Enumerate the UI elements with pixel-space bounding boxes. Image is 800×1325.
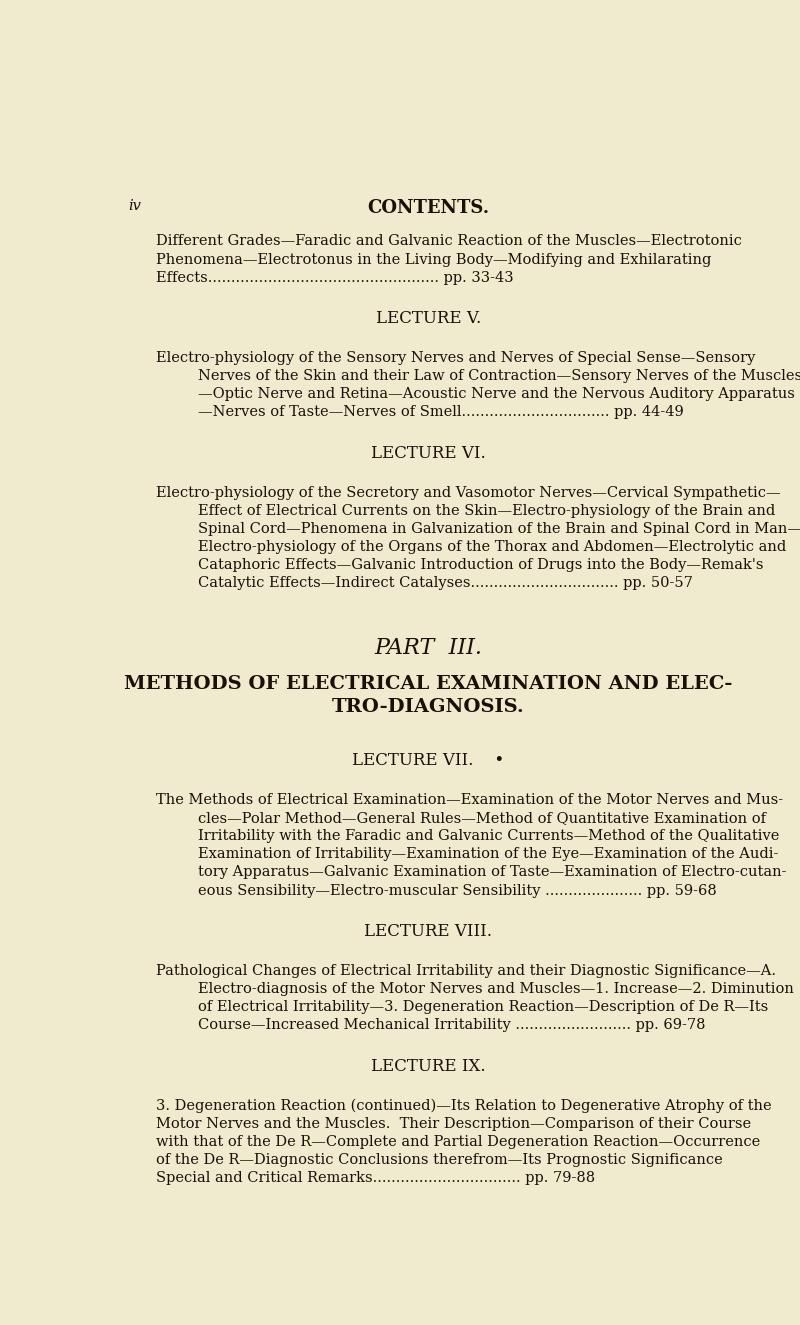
Text: TRO-DIAGNOSIS.: TRO-DIAGNOSIS. (332, 698, 525, 717)
Text: LECTURE VI.: LECTURE VI. (371, 445, 486, 462)
Text: LECTURE VIII.: LECTURE VIII. (364, 924, 492, 941)
Text: CONTENTS.: CONTENTS. (367, 199, 490, 217)
Text: PART  III.: PART III. (374, 637, 482, 659)
Text: Irritability with the Faradic and Galvanic Currents—Method of the Qualitative: Irritability with the Faradic and Galvan… (198, 829, 780, 843)
Text: Motor Nerves and the Muscles.  Their Description—Comparison of their Course: Motor Nerves and the Muscles. Their Desc… (156, 1117, 751, 1130)
Text: LECTURE VII.    •: LECTURE VII. • (352, 753, 504, 770)
Text: METHODS OF ELECTRICAL EXAMINATION AND ELEC-: METHODS OF ELECTRICAL EXAMINATION AND EL… (124, 676, 733, 693)
Text: eous Sensibility—Electro-muscular Sensibility ..................... pp. 59-68: eous Sensibility—Electro-muscular Sensib… (198, 884, 717, 897)
Text: Pathological Changes of Electrical Irritability and their Diagnostic Significanc: Pathological Changes of Electrical Irrit… (156, 965, 776, 978)
Text: Effect of Electrical Currents on the Skin—Electro-physiology of the Brain and: Effect of Electrical Currents on the Ski… (198, 504, 776, 518)
Text: tory Apparatus—Galvanic Examination of Taste—Examination of Electro-cutan-: tory Apparatus—Galvanic Examination of T… (198, 865, 787, 880)
Text: of the De R—Diagnostic Conclusions therefrom—Its Prognostic Significance: of the De R—Diagnostic Conclusions there… (156, 1153, 722, 1167)
Text: Different Grades—Faradic and Galvanic Reaction of the Muscles—Electrotonic: Different Grades—Faradic and Galvanic Re… (156, 235, 742, 249)
Text: Nerves of the Skin and their Law of Contraction—Sensory Nerves of the Muscles: Nerves of the Skin and their Law of Cont… (198, 370, 800, 383)
Text: 3. Degeneration Reaction (continued)—Its Relation to Degenerative Atrophy of the: 3. Degeneration Reaction (continued)—Its… (156, 1098, 771, 1113)
Text: Special and Critical Remarks................................ pp. 79-88: Special and Critical Remarks............… (156, 1171, 595, 1185)
Text: Electro-physiology of the Secretory and Vasomotor Nerves—Cervical Sympathetic—: Electro-physiology of the Secretory and … (156, 486, 781, 500)
Text: The Methods of Electrical Examination—Examination of the Motor Nerves and Mus-: The Methods of Electrical Examination—Ex… (156, 794, 783, 807)
Text: Electro-physiology of the Sensory Nerves and Nerves of Special Sense—Sensory: Electro-physiology of the Sensory Nerves… (156, 351, 755, 366)
Text: Cataphoric Effects—Galvanic Introduction of Drugs into the Body—Remak's: Cataphoric Effects—Galvanic Introduction… (198, 558, 764, 572)
Text: iv: iv (129, 199, 142, 213)
Text: Effects.................................................. pp. 33-43: Effects.................................… (156, 270, 514, 285)
Text: Examination of Irritability—Examination of the Eye—Examination of the Audi-: Examination of Irritability—Examination … (198, 848, 778, 861)
Text: Course—Increased Mechanical Irritability ......................... pp. 69-78: Course—Increased Mechanical Irritability… (198, 1019, 706, 1032)
Text: —Optic Nerve and Retina—Acoustic Nerve and the Nervous Auditory Apparatus: —Optic Nerve and Retina—Acoustic Nerve a… (198, 387, 795, 401)
Text: of Electrical Irritability—3. Degeneration Reaction—Description of De R—Its: of Electrical Irritability—3. Degenerati… (198, 1000, 769, 1014)
Text: with that of the De R—Complete and Partial Degeneration Reaction—Occurrence: with that of the De R—Complete and Parti… (156, 1136, 760, 1149)
Text: LECTURE V.: LECTURE V. (375, 310, 481, 327)
Text: LECTURE IX.: LECTURE IX. (371, 1057, 486, 1075)
Text: cles—Polar Method—General Rules—Method of Quantitative Examination of: cles—Polar Method—General Rules—Method o… (198, 811, 766, 825)
Text: Spinal Cord—Phenomena in Galvanization of the Brain and Spinal Cord in Man—: Spinal Cord—Phenomena in Galvanization o… (198, 522, 800, 537)
Text: Phenomena—Electrotonus in the Living Body—Modifying and Exhilarating: Phenomena—Electrotonus in the Living Bod… (156, 253, 711, 266)
Text: —Nerves of Taste—Nerves of Smell................................ pp. 44-49: —Nerves of Taste—Nerves of Smell........… (198, 405, 684, 420)
Text: Electro-diagnosis of the Motor Nerves and Muscles—1. Increase—2. Diminution: Electro-diagnosis of the Motor Nerves an… (198, 982, 794, 996)
Text: Electro-physiology of the Organs of the Thorax and Abdomen—Electrolytic and: Electro-physiology of the Organs of the … (198, 541, 786, 554)
Text: Catalytic Effects—Indirect Catalyses................................ pp. 50-57: Catalytic Effects—Indirect Catalyses....… (198, 576, 694, 591)
